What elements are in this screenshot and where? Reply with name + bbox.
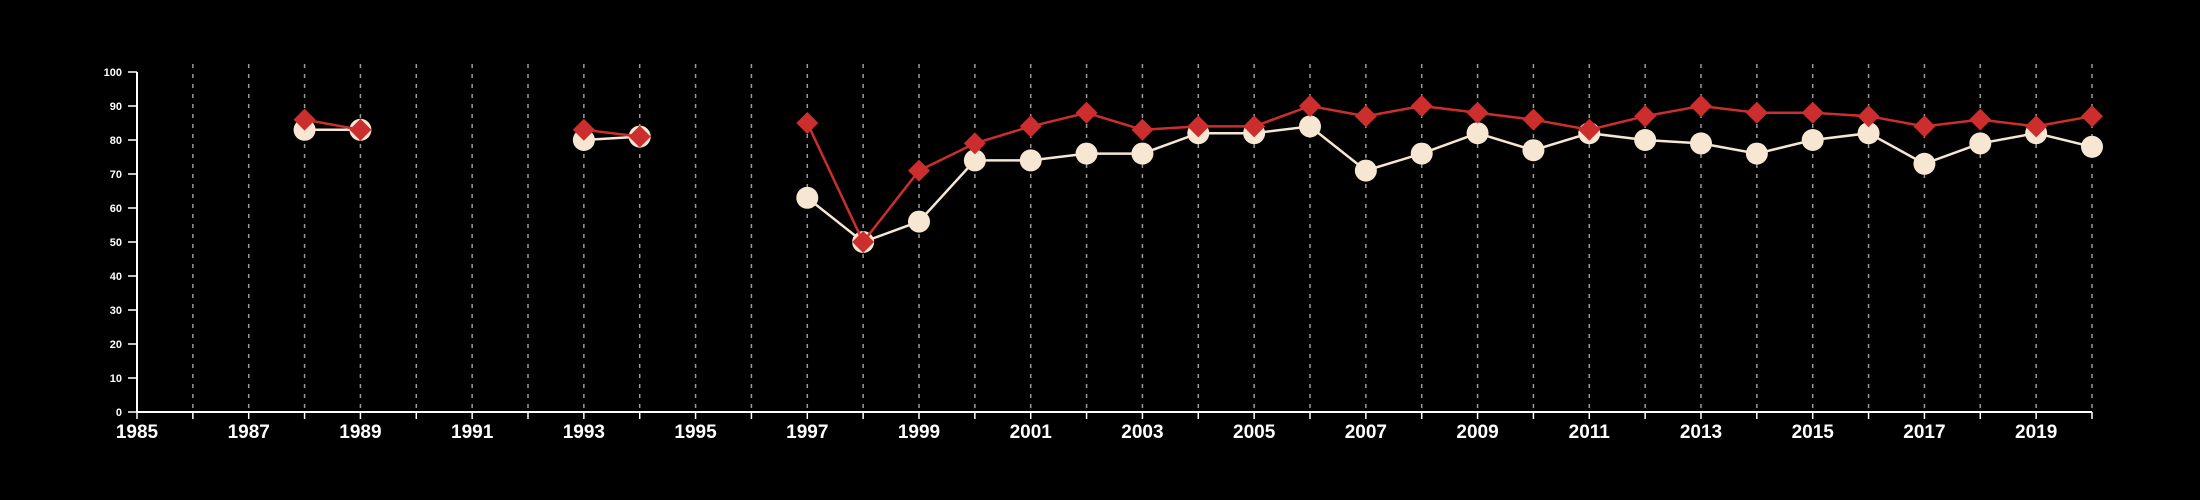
x-tick-label: 2005 xyxy=(1233,422,1276,443)
series-1-point xyxy=(1299,95,1321,117)
series-1-point xyxy=(1857,105,1880,128)
x-tick-label: 2019 xyxy=(2015,422,2057,443)
series-0-point xyxy=(963,149,986,172)
y-tick-label: 60 xyxy=(110,203,122,215)
series-1-point xyxy=(852,231,875,253)
y-tick-label: 20 xyxy=(110,339,122,351)
series-1-point xyxy=(1690,95,1712,117)
x-tick-label: 1997 xyxy=(786,422,828,443)
series-1-point xyxy=(572,118,595,141)
x-tick-label: 1989 xyxy=(339,422,381,443)
y-tick-label: 40 xyxy=(110,271,122,283)
series-0-point xyxy=(1690,132,1712,155)
series-0-point xyxy=(2081,135,2103,158)
series-0-point xyxy=(1634,129,1657,151)
series-1-point xyxy=(1969,108,1992,131)
series-1-point xyxy=(1243,115,1266,138)
series-1-line xyxy=(806,104,2093,245)
series-1-point xyxy=(628,125,651,148)
series-0-point xyxy=(1019,149,1042,172)
series-0-point xyxy=(1466,122,1489,145)
x-tick-label: 2015 xyxy=(1792,422,1835,443)
series-0-point xyxy=(1522,139,1545,162)
x-tick-label: 2003 xyxy=(1121,422,1163,443)
x-tick-label: 1999 xyxy=(898,422,940,443)
series-1-point xyxy=(1522,108,1545,131)
y-tick-label: 0 xyxy=(116,407,122,419)
series-0-point xyxy=(1913,152,1936,175)
series-1-point xyxy=(1131,118,1154,141)
series-1-point xyxy=(1745,101,1768,124)
series-0-point xyxy=(1969,132,1992,155)
series-1-point xyxy=(908,159,930,182)
series-0-point xyxy=(1354,159,1377,182)
series-1-point xyxy=(1634,105,1657,128)
series-0-point xyxy=(1857,122,1880,145)
series-layer xyxy=(293,95,2103,253)
x-tick-label: 2017 xyxy=(1903,422,1945,443)
x-tick-label: 1985 xyxy=(116,422,159,443)
series-1-point xyxy=(1578,118,1601,141)
series-1-point xyxy=(349,118,372,141)
series-0-point xyxy=(1299,115,1321,138)
series-0-point xyxy=(908,210,930,233)
series-0-point xyxy=(796,186,819,209)
x-tick-label: 1995 xyxy=(674,422,717,443)
series-1-point xyxy=(1354,105,1377,128)
series-1-point xyxy=(1466,101,1489,124)
series-0-point xyxy=(1410,142,1433,165)
series-1-point xyxy=(1075,101,1098,124)
x-tick-label: 2007 xyxy=(1345,422,1387,443)
series-1-point xyxy=(1410,95,1433,117)
x-tick-label: 1987 xyxy=(228,422,270,443)
x-tick-label: 2013 xyxy=(1680,422,1722,443)
series-1-point xyxy=(2081,105,2103,128)
y-tick-label: 10 xyxy=(110,373,122,385)
series-1-point xyxy=(1913,115,1936,138)
series-1-point xyxy=(2025,115,2048,138)
y-tick-label: 30 xyxy=(110,305,122,317)
series-1-line xyxy=(304,118,361,132)
series-1-point xyxy=(1187,115,1210,138)
series-0-point xyxy=(1745,142,1768,165)
series-1-point xyxy=(796,112,819,134)
y-tick-label: 70 xyxy=(110,169,122,181)
series-0-point xyxy=(1075,142,1098,165)
series-1-point xyxy=(293,108,316,131)
series-1-point xyxy=(1019,115,1042,138)
grid-layer xyxy=(192,64,2093,412)
x-tick-label: 2009 xyxy=(1456,422,1498,443)
y-tick-label: 50 xyxy=(110,237,122,249)
y-tick-label: 90 xyxy=(110,101,122,113)
x-tick-label: 1991 xyxy=(451,422,494,443)
series-1-point xyxy=(1801,101,1824,124)
y-tick-label: 100 xyxy=(104,67,122,79)
series-0-point xyxy=(1801,129,1824,151)
series-0-line xyxy=(806,125,2093,244)
axis-layer: 0 10 20 30 40 50 60 70 80 90 100 1985 1987 1989 1991 19… xyxy=(104,67,2093,443)
series-0-point xyxy=(1131,142,1154,165)
y-tick-label: 80 xyxy=(110,135,122,147)
series-1-point xyxy=(963,132,986,155)
x-tick-label: 2011 xyxy=(1569,422,1611,443)
x-tick-label: 2001 xyxy=(1010,422,1053,443)
x-tick-label: 1993 xyxy=(563,422,605,443)
